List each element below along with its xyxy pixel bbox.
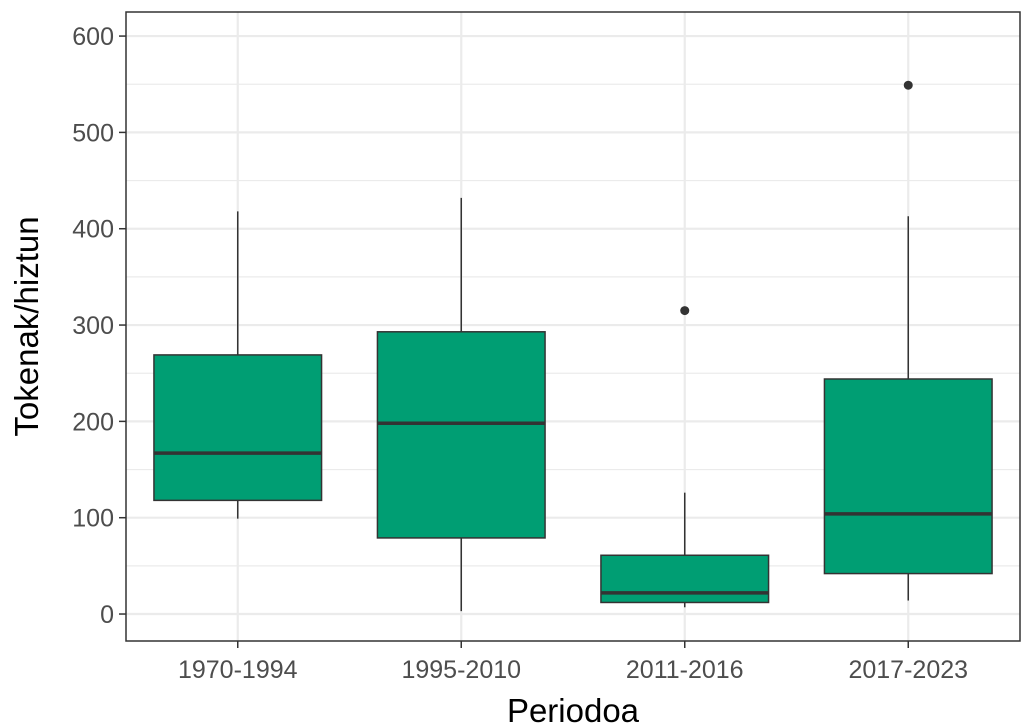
- box-1970-1994: [153, 211, 323, 519]
- box-iqr: [600, 554, 770, 604]
- box-2011-2016: [600, 306, 770, 608]
- panel-border: [125, 11, 1021, 642]
- y-tick-label: 0: [100, 601, 114, 629]
- box-iqr: [823, 378, 993, 575]
- axes: 0 100 200 300 400 500 600 1970-1994 1995-2010 201…: [72, 23, 968, 684]
- x-tick-label: 1995-2010: [401, 656, 521, 684]
- y-tick-label: 600: [72, 23, 114, 51]
- y-tick-label: 100: [72, 505, 114, 533]
- box-iqr: [153, 354, 323, 502]
- x-axis-title: Periodoa: [507, 692, 640, 727]
- box-1995-2010: [376, 197, 546, 612]
- box-plots: [153, 80, 993, 612]
- x-tick-label: 2011-2016: [626, 656, 744, 684]
- y-tick-label: 400: [72, 216, 114, 244]
- y-axis-title: Tokenak/hiztun: [8, 216, 45, 436]
- box-2017-2023: [823, 80, 993, 601]
- x-tick-label: 1970-1994: [178, 656, 298, 684]
- outlier-point: [903, 80, 913, 90]
- x-tick-label: 2017-2023: [848, 656, 968, 684]
- y-tick-label: 500: [72, 119, 114, 147]
- outlier-point: [680, 306, 690, 316]
- box-iqr: [376, 331, 546, 539]
- y-tick-label: 300: [72, 312, 114, 340]
- y-tick-label: 200: [72, 408, 114, 436]
